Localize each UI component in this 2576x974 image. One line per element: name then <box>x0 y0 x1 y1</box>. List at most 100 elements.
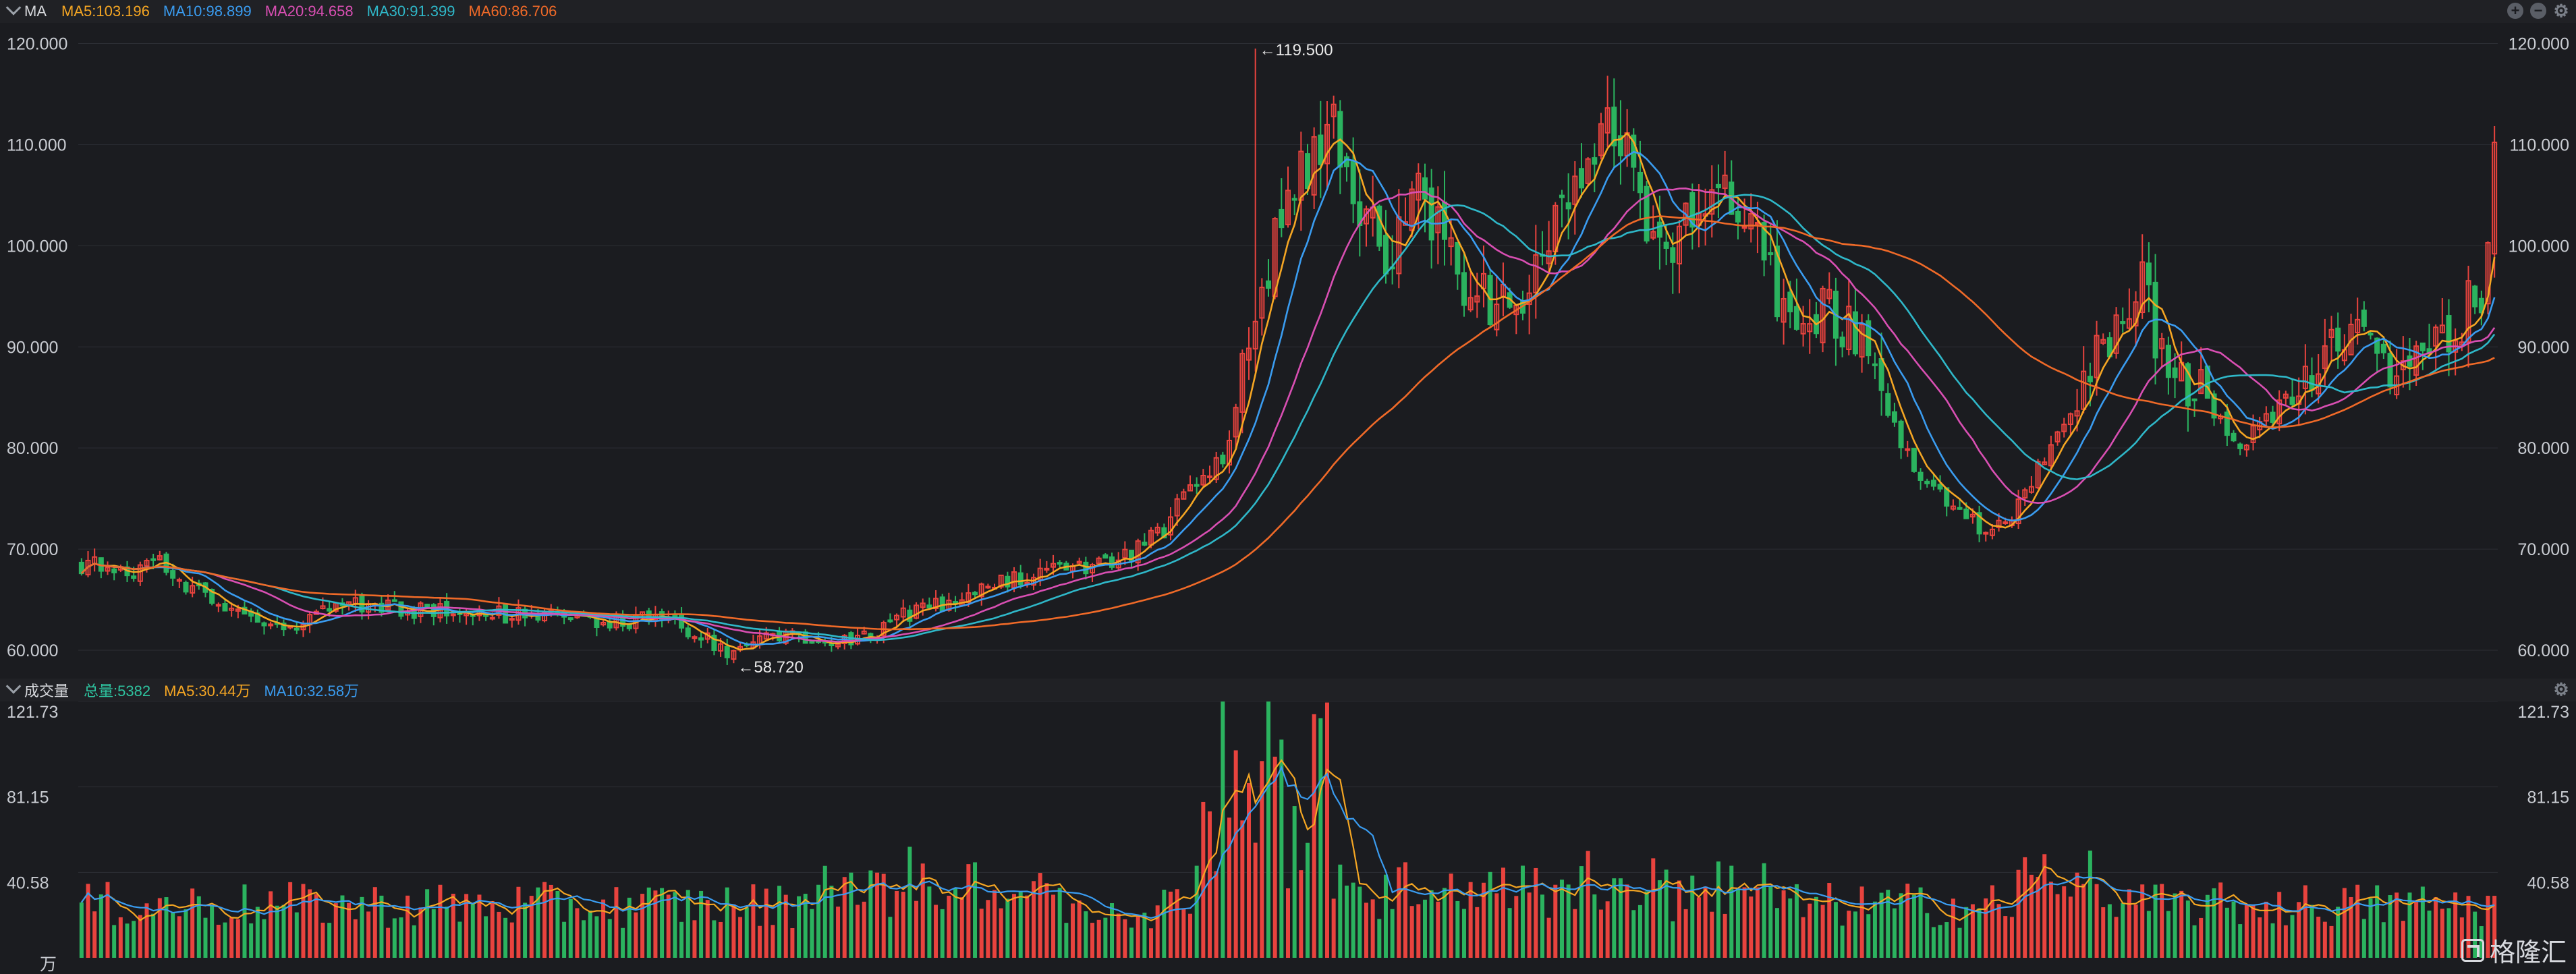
candle-body[interactable] <box>2094 335 2100 378</box>
volume-bar[interactable] <box>79 902 84 958</box>
volume-bar[interactable] <box>314 894 318 958</box>
volume-bar[interactable] <box>177 916 181 958</box>
candle-body[interactable] <box>2159 338 2165 349</box>
candle-body[interactable] <box>209 588 215 604</box>
volume-bar[interactable] <box>2283 925 2288 958</box>
candle-body[interactable] <box>1957 507 1963 510</box>
candle-body[interactable] <box>489 617 495 620</box>
candle-body[interactable] <box>763 632 769 640</box>
candle-body[interactable] <box>1683 202 1689 226</box>
collapse-chevron-icon[interactable] <box>5 0 22 16</box>
candle-body[interactable] <box>1467 297 1474 311</box>
candle-body[interactable] <box>1905 448 1911 451</box>
candle-body[interactable] <box>346 601 352 606</box>
candle-body[interactable] <box>1129 550 1135 562</box>
candle-body[interactable] <box>268 623 274 627</box>
candle-body[interactable] <box>692 636 698 639</box>
volume-bar[interactable] <box>588 910 592 958</box>
volume-bar[interactable] <box>542 882 547 958</box>
candle-body[interactable] <box>2048 444 2054 467</box>
volume-bar[interactable] <box>333 903 338 958</box>
candle-body[interactable] <box>1852 311 1858 355</box>
volume-bar[interactable] <box>1768 886 1773 958</box>
candle-body[interactable] <box>1102 554 1109 559</box>
candle-body[interactable] <box>1200 475 1206 486</box>
volume-bar[interactable] <box>1899 893 1903 958</box>
volume-bar[interactable] <box>1931 927 1936 958</box>
volume-bar[interactable] <box>1598 909 1603 958</box>
candle-body[interactable] <box>1963 509 1969 519</box>
candle-body[interactable] <box>1409 188 1415 231</box>
candle-body[interactable] <box>1291 198 1297 201</box>
candle-body[interactable] <box>998 574 1004 588</box>
volume-bar[interactable] <box>1612 878 1617 958</box>
candle-body[interactable] <box>2478 297 2484 314</box>
volume-bar[interactable] <box>953 888 958 958</box>
volume-bar[interactable] <box>1814 896 1818 958</box>
candle-body[interactable] <box>1331 103 1337 117</box>
volume-bar[interactable] <box>1331 898 1336 958</box>
volume-bar[interactable] <box>1429 890 1434 958</box>
volume-bar[interactable] <box>1951 898 1955 958</box>
candle-body[interactable] <box>137 564 143 582</box>
volume-bar[interactable] <box>1338 864 1343 958</box>
volume-bar[interactable] <box>2375 885 2380 958</box>
volume-bar[interactable] <box>1272 756 1277 958</box>
volume-bar[interactable] <box>2179 890 2184 958</box>
volume-bar[interactable] <box>2381 922 2386 958</box>
volume-bar[interactable] <box>771 925 775 958</box>
volume-chart[interactable]: 121.73 121.73 81.15 81.15 40.58 40.58 万 <box>0 701 2576 974</box>
candle-body[interactable] <box>2322 345 2328 370</box>
volume-bar[interactable] <box>2146 911 2151 958</box>
volume-bar[interactable] <box>2121 903 2125 958</box>
volume-bar[interactable] <box>216 924 221 958</box>
candle-body[interactable] <box>2172 367 2178 378</box>
volume-bar[interactable] <box>431 909 436 958</box>
candle-body[interactable] <box>1676 225 1682 264</box>
candle-body[interactable] <box>1885 393 1891 416</box>
volume-bar[interactable] <box>692 920 697 958</box>
volume-bar[interactable] <box>1559 880 1564 958</box>
volume-bar[interactable] <box>1690 876 1695 958</box>
candle-body[interactable] <box>933 598 939 610</box>
volume-bar[interactable] <box>2185 900 2190 958</box>
volume-bar[interactable] <box>229 917 234 958</box>
volume-bar[interactable] <box>601 899 606 958</box>
volume-bar[interactable] <box>320 922 325 958</box>
volume-bar[interactable] <box>920 863 925 958</box>
candle-body[interactable] <box>2413 345 2419 376</box>
volume-bar[interactable] <box>2322 921 2327 958</box>
candle-body[interactable] <box>1807 323 1813 333</box>
volume-bar[interactable] <box>1794 884 1799 958</box>
volume-bar[interactable] <box>2224 907 2229 958</box>
volume-bar[interactable] <box>640 894 645 958</box>
candle-body[interactable] <box>920 602 926 608</box>
candle-body[interactable] <box>985 585 991 589</box>
volume-bar[interactable] <box>1240 820 1245 958</box>
volume-bar[interactable] <box>712 920 717 958</box>
volume-bar[interactable] <box>1905 884 1910 958</box>
volume-bar[interactable] <box>1123 919 1127 958</box>
candle-body[interactable] <box>170 570 176 579</box>
volume-bar[interactable] <box>797 896 802 958</box>
candle-body[interactable] <box>1996 519 2002 528</box>
volume-bar[interactable] <box>1103 917 1108 958</box>
candle-body[interactable] <box>2185 363 2191 407</box>
candle-body[interactable] <box>1735 210 1741 223</box>
volume-bar[interactable] <box>1840 925 1845 958</box>
volume-bar[interactable] <box>1833 902 1838 958</box>
candle-body[interactable] <box>1435 206 1441 233</box>
volume-bar[interactable] <box>673 892 677 958</box>
volume-bar[interactable] <box>1892 908 1897 958</box>
candle-body[interactable] <box>1044 567 1050 571</box>
volume-bar[interactable] <box>888 917 893 958</box>
volume-bar[interactable] <box>1637 905 1642 958</box>
volume-bar[interactable] <box>1859 886 1864 958</box>
candle-body[interactable] <box>1350 161 1356 204</box>
volume-bar[interactable] <box>2297 902 2301 958</box>
volume-bar[interactable] <box>2492 896 2497 958</box>
candle-body[interactable] <box>1820 287 1826 343</box>
candle-body[interactable] <box>379 602 385 613</box>
volume-bar[interactable] <box>1657 880 1662 958</box>
volume-bar[interactable] <box>2407 892 2412 958</box>
